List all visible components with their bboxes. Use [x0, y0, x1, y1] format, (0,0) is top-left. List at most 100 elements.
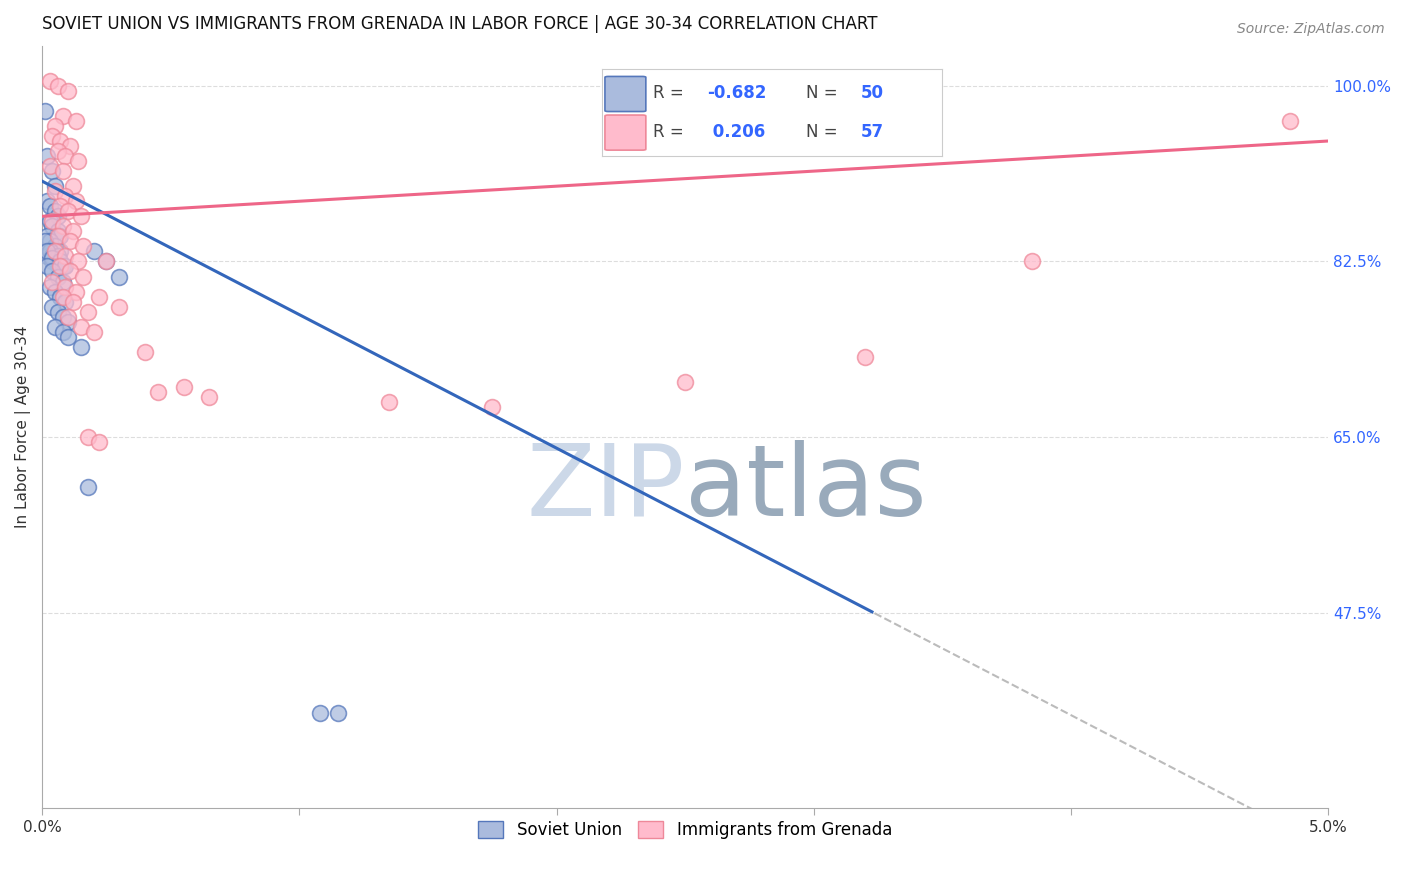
Point — [65, 285, 87, 299]
Point — [46, 229, 69, 244]
Point — [62, 294, 84, 309]
Point — [38, 235, 60, 249]
Point — [46, 78, 69, 93]
Point — [96, 254, 118, 268]
Point — [41, 164, 63, 178]
Point — [853, 350, 876, 364]
Legend: Soviet Union, Immigrants from Grenada: Soviet Union, Immigrants from Grenada — [471, 814, 898, 846]
Y-axis label: In Labor Force | Age 30-34: In Labor Force | Age 30-34 — [15, 326, 31, 528]
Point — [41, 300, 63, 314]
Point — [52, 325, 75, 339]
Point — [44, 285, 66, 299]
Point — [38, 159, 60, 173]
Point — [49, 289, 72, 303]
Point — [326, 706, 349, 720]
Point — [53, 149, 76, 163]
Point — [52, 275, 75, 289]
Point — [108, 269, 131, 284]
Point — [44, 319, 66, 334]
Point — [96, 254, 118, 268]
Point — [53, 189, 76, 203]
Point — [67, 254, 90, 268]
Point — [46, 260, 69, 274]
Point — [49, 199, 72, 213]
Point — [83, 325, 105, 339]
Point — [44, 239, 66, 253]
Point — [87, 289, 110, 303]
Point — [49, 260, 72, 274]
Point — [52, 260, 75, 274]
Point — [38, 214, 60, 228]
Point — [46, 269, 69, 284]
Point — [56, 310, 79, 324]
Text: SOVIET UNION VS IMMIGRANTS FROM GRENADA IN LABOR FORCE | AGE 30-34 CORRELATION C: SOVIET UNION VS IMMIGRANTS FROM GRENADA … — [42, 15, 877, 33]
Text: atlas: atlas — [685, 440, 927, 537]
Point — [44, 204, 66, 219]
Point — [53, 294, 76, 309]
Point — [146, 384, 169, 399]
Point — [46, 249, 69, 263]
Point — [49, 244, 72, 259]
Point — [59, 235, 82, 249]
Point — [49, 254, 72, 268]
Point — [59, 264, 82, 278]
Point — [53, 249, 76, 263]
Point — [41, 219, 63, 234]
Point — [46, 209, 69, 223]
Point — [108, 300, 131, 314]
Point — [41, 214, 63, 228]
Point — [77, 480, 100, 494]
Point — [56, 315, 79, 329]
Point — [37, 194, 59, 209]
Point — [37, 249, 59, 263]
Point — [44, 184, 66, 198]
Point — [83, 244, 105, 259]
Point — [38, 199, 60, 213]
Point — [34, 235, 56, 249]
Point — [37, 149, 59, 163]
Point — [309, 706, 332, 720]
Point — [69, 319, 91, 334]
Point — [52, 164, 75, 178]
Point — [673, 375, 696, 389]
Point — [59, 139, 82, 153]
Point — [481, 400, 503, 414]
Point — [198, 390, 221, 404]
Point — [77, 304, 100, 318]
Point — [34, 103, 56, 118]
Point — [46, 224, 69, 238]
Point — [72, 239, 94, 253]
Point — [65, 114, 87, 128]
Point — [41, 275, 63, 289]
Point — [41, 249, 63, 263]
Point — [44, 244, 66, 259]
Point — [378, 395, 401, 409]
Point — [56, 329, 79, 343]
Point — [62, 179, 84, 194]
Point — [37, 244, 59, 259]
Point — [72, 269, 94, 284]
Point — [69, 340, 91, 354]
Text: Source: ZipAtlas.com: Source: ZipAtlas.com — [1237, 22, 1385, 37]
Point — [37, 229, 59, 244]
Point — [53, 279, 76, 293]
Point — [77, 430, 100, 444]
Point — [56, 84, 79, 98]
Point — [87, 435, 110, 450]
Point — [134, 344, 156, 359]
Point — [52, 289, 75, 303]
Point — [44, 119, 66, 133]
Point — [173, 380, 195, 394]
Point — [46, 144, 69, 158]
Point — [52, 109, 75, 123]
Point — [46, 304, 69, 318]
Point — [41, 128, 63, 143]
Point — [53, 260, 76, 274]
Point — [1278, 114, 1301, 128]
Text: ZIP: ZIP — [527, 440, 685, 537]
Point — [1021, 254, 1043, 268]
Point — [62, 224, 84, 238]
Point — [67, 154, 90, 169]
Point — [69, 209, 91, 223]
Point — [44, 179, 66, 194]
